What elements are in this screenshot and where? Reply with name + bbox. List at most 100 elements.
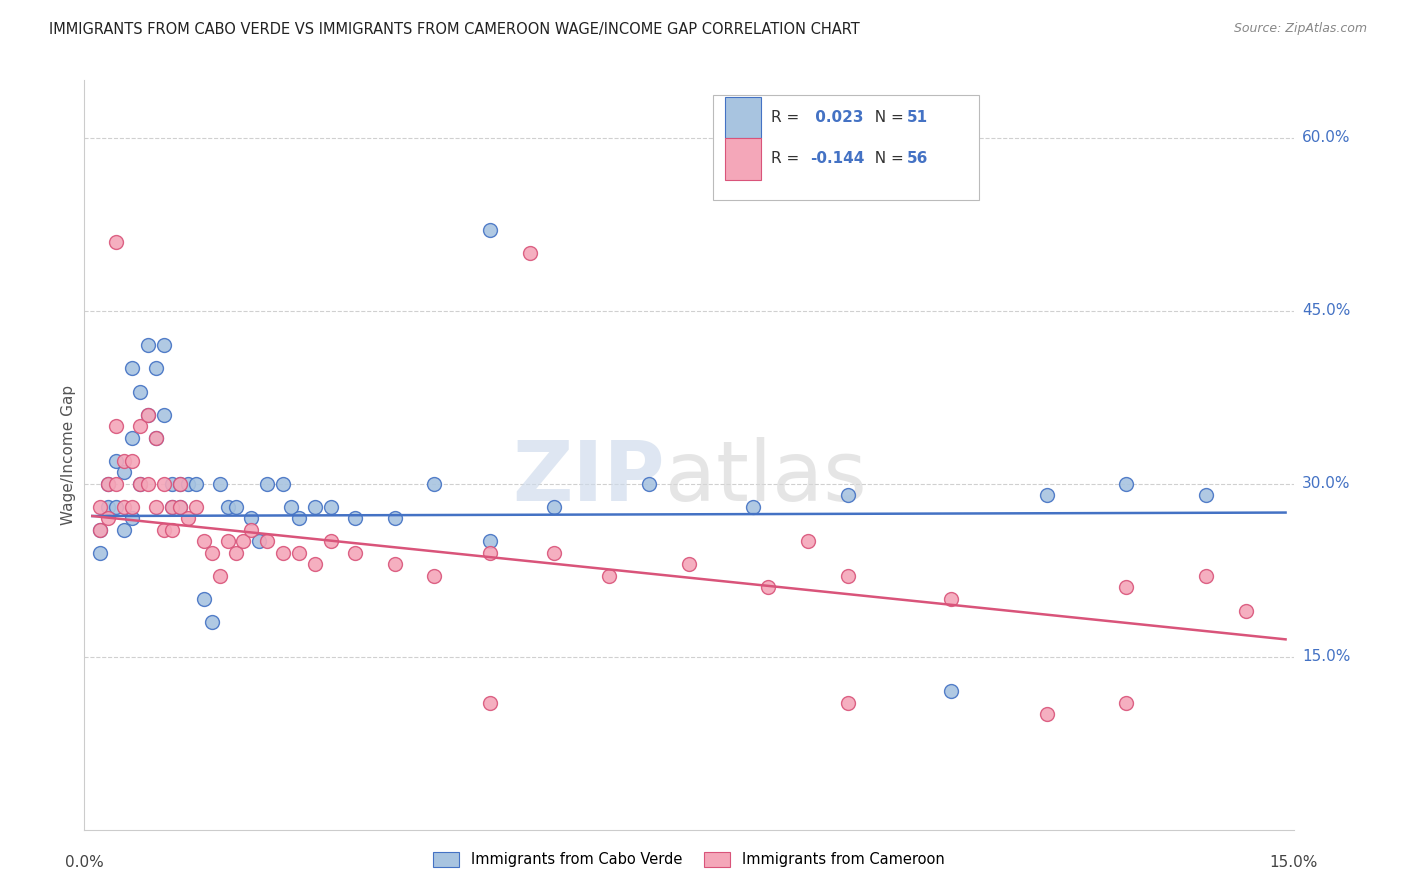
Point: [121, 431, 143, 445]
Point: [121, 361, 143, 376]
Point: [105, 235, 128, 249]
Point: [129, 419, 152, 434]
Point: [160, 500, 183, 514]
Text: IMMIGRANTS FROM CABO VERDE VS IMMIGRANTS FROM CAMEROON WAGE/INCOME GAP CORRELATI: IMMIGRANTS FROM CABO VERDE VS IMMIGRANTS…: [49, 22, 860, 37]
Point: [225, 546, 247, 560]
Point: [256, 534, 278, 549]
Point: [837, 569, 859, 583]
Point: [479, 546, 502, 560]
Y-axis label: Wage/Income Gap: Wage/Income Gap: [60, 384, 76, 525]
Point: [288, 511, 311, 525]
Text: 51: 51: [907, 111, 928, 125]
Point: [129, 476, 152, 491]
FancyBboxPatch shape: [713, 95, 979, 200]
Point: [160, 476, 183, 491]
Point: [136, 338, 159, 352]
Point: [153, 408, 176, 422]
Point: [208, 476, 231, 491]
Point: [208, 569, 231, 583]
Point: [271, 476, 294, 491]
Text: Source: ZipAtlas.com: Source: ZipAtlas.com: [1233, 22, 1367, 36]
Point: [758, 581, 780, 595]
Text: N =: N =: [866, 111, 910, 125]
Point: [169, 500, 191, 514]
Point: [941, 592, 963, 607]
Point: [1115, 581, 1137, 595]
Point: [240, 511, 263, 525]
Point: [837, 488, 859, 502]
Text: 60.0%: 60.0%: [1302, 130, 1350, 145]
Point: [169, 476, 191, 491]
Point: [543, 546, 565, 560]
Point: [121, 511, 143, 525]
Text: R =: R =: [770, 111, 804, 125]
Point: [1195, 569, 1218, 583]
Point: [638, 476, 661, 491]
Point: [112, 453, 135, 467]
Point: [89, 523, 111, 537]
Point: [184, 500, 207, 514]
FancyBboxPatch shape: [725, 97, 762, 138]
Point: [153, 338, 176, 352]
Point: [177, 476, 200, 491]
Point: [105, 476, 128, 491]
Point: [160, 523, 183, 537]
FancyBboxPatch shape: [725, 138, 762, 179]
Point: [112, 523, 135, 537]
Point: [89, 500, 111, 514]
Point: [423, 476, 446, 491]
Point: [169, 500, 191, 514]
Point: [423, 569, 446, 583]
Point: [145, 431, 167, 445]
Point: [136, 408, 159, 422]
Point: [89, 523, 111, 537]
Point: [1115, 476, 1137, 491]
Point: [225, 500, 247, 514]
Text: 0.0%: 0.0%: [65, 855, 104, 870]
Point: [479, 534, 502, 549]
Text: 15.0%: 15.0%: [1270, 855, 1317, 870]
Point: [280, 500, 302, 514]
Point: [160, 500, 183, 514]
Point: [837, 696, 859, 710]
Point: [136, 476, 159, 491]
Text: 56: 56: [907, 152, 928, 167]
Legend: Immigrants from Cabo Verde, Immigrants from Cameroon: Immigrants from Cabo Verde, Immigrants f…: [426, 845, 952, 875]
Point: [193, 534, 215, 549]
Text: 15.0%: 15.0%: [1302, 649, 1350, 665]
Point: [598, 569, 620, 583]
Point: [153, 523, 176, 537]
Point: [519, 246, 541, 260]
Text: ZIP: ZIP: [512, 437, 665, 518]
Point: [153, 476, 176, 491]
Point: [941, 684, 963, 698]
Point: [169, 476, 191, 491]
Point: [201, 615, 224, 629]
Point: [240, 523, 263, 537]
Text: R =: R =: [770, 152, 804, 167]
Point: [129, 384, 152, 399]
Text: -0.144: -0.144: [810, 152, 865, 167]
Point: [145, 431, 167, 445]
Point: [479, 223, 502, 237]
Point: [105, 453, 128, 467]
Point: [543, 500, 565, 514]
Point: [678, 558, 700, 572]
Point: [145, 500, 167, 514]
Point: [741, 500, 763, 514]
Point: [129, 476, 152, 491]
Point: [319, 500, 342, 514]
Text: atlas: atlas: [665, 437, 866, 518]
Point: [232, 534, 254, 549]
Point: [136, 408, 159, 422]
Point: [1036, 488, 1059, 502]
Point: [1115, 696, 1137, 710]
Point: [1195, 488, 1218, 502]
Point: [97, 476, 120, 491]
Text: 0.023: 0.023: [810, 111, 863, 125]
Point: [121, 453, 143, 467]
Point: [177, 511, 200, 525]
Point: [1036, 707, 1059, 722]
Point: [89, 546, 111, 560]
Point: [319, 534, 342, 549]
